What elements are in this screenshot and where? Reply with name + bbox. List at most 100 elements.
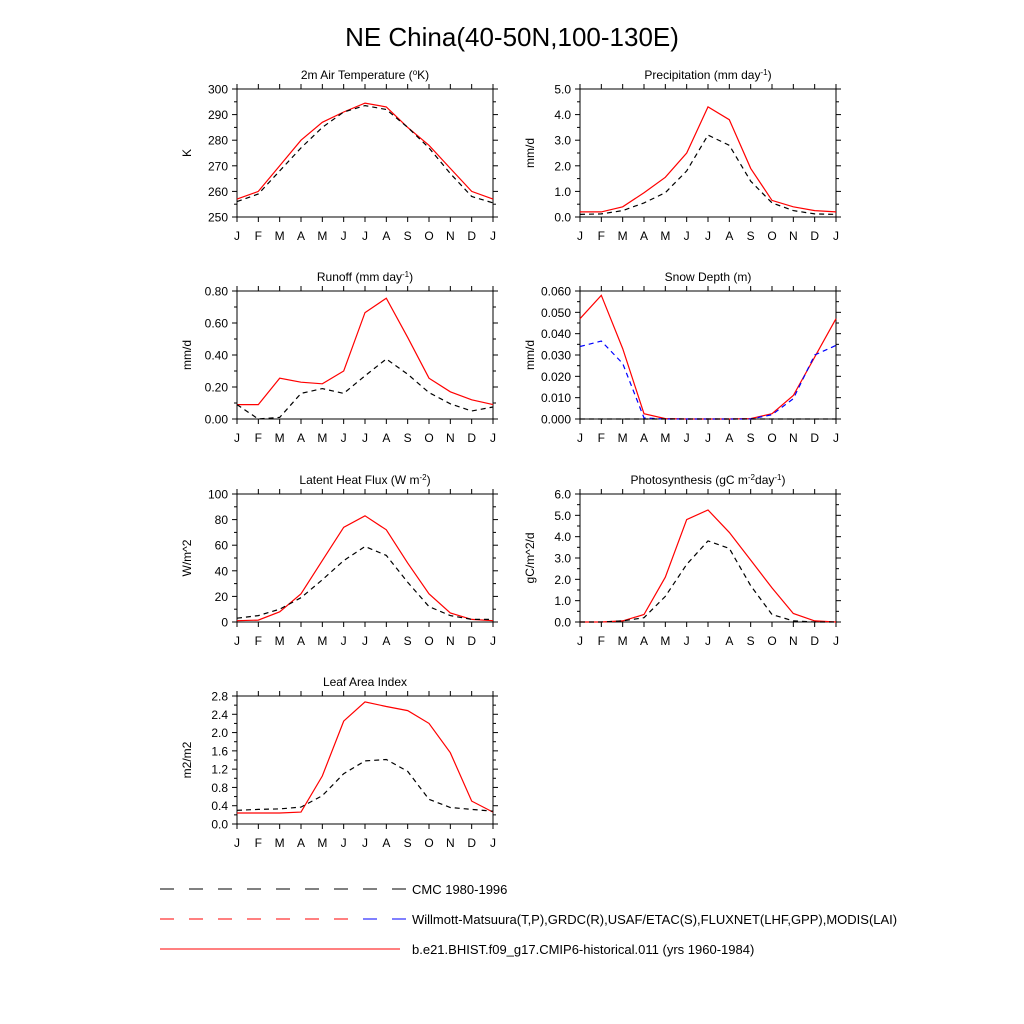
x-tick-label: J [362,634,368,648]
x-tick-label: D [467,634,476,648]
x-tick-label: F [255,634,262,648]
title-text: K) [417,68,429,82]
x-tick-label: M [618,634,628,648]
title-superscript: o [413,68,418,77]
y-tick-label: 0.00 [205,413,229,427]
y-tick-label: 100 [208,488,228,502]
x-tick-label: F [255,229,262,243]
x-tick-label: A [725,431,733,445]
x-tick-label: S [404,431,412,445]
title-superscript: -2 [748,473,756,482]
x-tick-label: O [424,229,433,243]
x-tick-label: N [446,836,455,850]
series-line-model [580,106,837,213]
series-line-model [237,701,494,814]
x-tick-label: J [490,634,496,648]
x-tick-label: A [297,634,305,648]
legend-label: b.e21.BHIST.f09_g17.CMIP6-historical.011… [412,942,754,957]
chart-title: 2m Air Temperature (oK) [301,68,429,83]
x-tick-label: F [255,836,262,850]
title-text: ) [409,270,413,284]
series-line-model [236,102,494,200]
y-tick-label: 0.030 [541,349,571,363]
legend-label: Willmott-Matsuura(T,P),GRDC(R),USAF/ETAC… [412,912,897,927]
y-tick-label: 0.80 [205,285,229,299]
x-tick-label: A [382,431,390,445]
chart-panel: J F M A M J J A S O N D J0.00.40.81.21.62.02.42.8m2/… [180,675,498,850]
x-tick-label: F [255,431,262,445]
y-tick-label: 2.8 [211,690,228,704]
x-tick-label: M [275,431,285,445]
legend-entry: Willmott-Matsuura(T,P),GRDC(R),USAF/ETAC… [160,912,897,927]
y-axis-label: mm/d [180,340,194,370]
y-tick-label: 1.2 [211,763,228,777]
x-tick-label: F [598,431,605,445]
series-line-cmc [579,340,837,420]
y-tick-label: 5.0 [554,83,571,97]
x-tick-label: A [640,431,648,445]
x-tick-label: N [789,229,798,243]
title-text: ) [427,473,431,487]
x-tick-label: A [640,229,648,243]
x-tick-label: J [362,431,368,445]
x-tick-label: S [747,634,755,648]
x-tick-label: N [789,634,798,648]
x-tick-label: N [446,634,455,648]
x-tick-label: S [404,634,412,648]
x-tick-label: D [467,431,476,445]
x-tick-label: M [317,634,327,648]
x-tick-label: M [275,229,285,243]
x-tick-label: O [767,229,776,243]
x-tick-label: N [446,431,455,445]
x-tick-label: J [341,634,347,648]
x-tick-label: A [297,836,305,850]
y-tick-label: 2.4 [211,708,228,722]
x-tick-label: D [467,229,476,243]
series-line-obs [580,540,836,623]
title-text: Leaf Area Index [323,675,407,689]
y-tick-label: 0 [221,616,228,630]
y-tick-label: 0.0 [211,818,228,832]
x-tick-label: A [382,634,390,648]
x-tick-label: A [382,836,390,850]
chart-panel: J F M A M J J A S O N D J0.01.02.03.04.05.0mm/dPreci… [523,68,841,243]
x-tick-label: J [362,229,368,243]
y-tick-label: 40 [215,564,229,578]
x-tick-label: O [424,634,433,648]
y-axis-label: m2/m2 [180,741,194,778]
x-tick-label: M [317,229,327,243]
chart-title: Precipitation (mm day-1) [644,68,771,83]
series-line-model [237,297,494,406]
x-tick-label: M [660,229,670,243]
x-tick-label: A [640,634,648,648]
x-tick-label: J [490,431,496,445]
series-line-model [580,509,837,623]
y-tick-label: 0.000 [541,413,571,427]
series-line-obs [236,545,493,621]
page-title: NE China(40-50N,100-130E) [345,22,679,52]
y-tick-label: 290 [208,108,228,122]
title-text: day [755,473,774,487]
x-tick-label: A [725,229,733,243]
x-tick-label: J [577,431,583,445]
x-tick-label: O [767,634,776,648]
y-tick-label: 0.010 [541,391,571,405]
title-text: 2m Air Temperature ( [301,68,413,82]
y-tick-label: 1.6 [211,744,228,758]
series-line-model [236,515,494,622]
chart-panel: J F M A M J J A S O N D J0.01.02.03.04.05.06.0gC/m^2… [523,473,841,648]
title-text: Latent Heat Flux (W m [299,473,419,487]
y-tick-label: 0.40 [205,349,229,363]
y-tick-label: 20 [215,590,229,604]
y-tick-label: 1.0 [554,594,571,608]
x-tick-label: A [725,634,733,648]
x-tick-label: A [382,229,390,243]
chart-title: Photosynthesis (gC m-2day-1) [631,473,786,488]
y-tick-label: 2.0 [211,726,228,740]
y-tick-label: 3.0 [554,552,571,566]
x-tick-label: J [234,431,240,445]
x-tick-label: J [705,229,711,243]
